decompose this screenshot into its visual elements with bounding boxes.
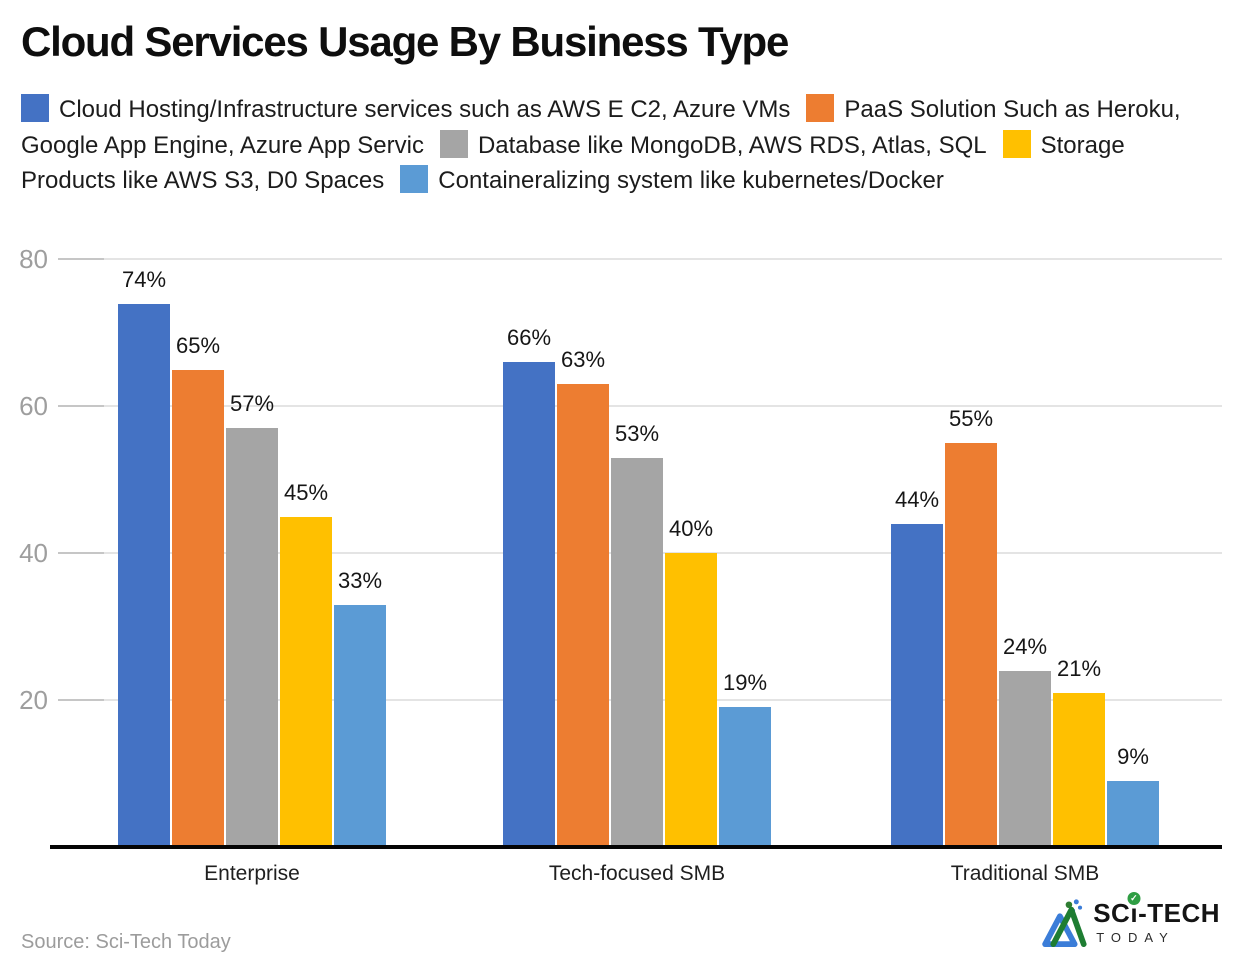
bar-s1-c1: 63% bbox=[557, 347, 609, 847]
logo-subtitle: TODAY bbox=[1096, 930, 1175, 945]
legend: Cloud Hosting/Infrastructure services su… bbox=[21, 92, 1223, 199]
gridline-60 bbox=[58, 405, 1222, 408]
bar-s2-c1: 53% bbox=[611, 421, 663, 847]
bar-value-label: 66% bbox=[506, 325, 552, 351]
brand-logo: SCı ✓ -TECH TODAY bbox=[1041, 892, 1220, 953]
bar-group-2: 44% 55% 24% 21% 9% bbox=[891, 230, 1159, 847]
bar-s1-c0: 65% bbox=[172, 333, 224, 847]
source-text: Source: Sci-Tech Today bbox=[21, 931, 231, 953]
bar-s3-c2: 21% bbox=[1053, 656, 1105, 847]
bar-value-label: 63% bbox=[560, 347, 606, 373]
plot-area: 20 40 60 80 74% 65% 57% 45% 33% Enterprise 66% 63% 5… bbox=[19, 230, 1222, 885]
bar-value-label: 33% bbox=[337, 567, 383, 593]
category-label-1: Tech-focused SMB bbox=[548, 862, 726, 885]
bar-value-label: 55% bbox=[948, 406, 994, 431]
bar-group-0: 74% 65% 57% 45% 33% bbox=[118, 230, 386, 847]
legend-swatch-2 bbox=[439, 129, 468, 158]
logo-text: SCı ✓ -TECH TODAY bbox=[1093, 892, 1220, 945]
bar-value-label: 45% bbox=[283, 479, 329, 505]
legend-label-1: PaaS Solution Such as Heroku, Google App… bbox=[21, 96, 1181, 159]
bar-s0-c2: 44% bbox=[891, 487, 943, 847]
logo-mountain-icon bbox=[1041, 896, 1087, 953]
bar-s0-c1: 66% bbox=[503, 325, 555, 847]
y-tick-label-80: 80 bbox=[19, 244, 48, 275]
legend-swatch-3 bbox=[1002, 129, 1031, 158]
bar-s4-c0: 33% bbox=[334, 568, 386, 847]
page-title: Cloud Services Usage By Business Type bbox=[21, 18, 789, 65]
category-label-2: Traditional SMB bbox=[950, 862, 1100, 885]
bar-s3-c1: 40% bbox=[665, 516, 717, 847]
x-axis-line bbox=[50, 845, 1222, 849]
legend-swatch-0 bbox=[21, 94, 49, 122]
bar-s4-c2: 9% bbox=[1107, 744, 1159, 847]
bar-value-label: 40% bbox=[668, 516, 714, 542]
bar-s1-c2: 55% bbox=[945, 406, 997, 847]
legend-swatch-4 bbox=[400, 165, 429, 193]
legend-label-2: Database like MongoDB, AWS RDS, Atlas, S… bbox=[477, 131, 987, 159]
bar-value-label: 65% bbox=[175, 332, 221, 358]
bar-s2-c2: 24% bbox=[999, 634, 1051, 847]
bar-s4-c1: 19% bbox=[719, 670, 771, 847]
bar-value-label: 53% bbox=[614, 420, 660, 446]
bar-s3-c0: 45% bbox=[280, 480, 332, 847]
logo-wordmark: SCı ✓ -TECH bbox=[1093, 892, 1220, 928]
y-tick-label-20: 20 bbox=[19, 685, 48, 716]
legend-label-0: Cloud Hosting/Infrastructure services su… bbox=[59, 96, 791, 123]
logo-check-icon: ✓ bbox=[1127, 892, 1141, 905]
bar-s0-c0: 74% bbox=[118, 267, 170, 847]
bar-value-label: 74% bbox=[121, 266, 167, 292]
legend-label-3: Storage Products like AWS S3, D0 Spaces bbox=[21, 131, 1125, 195]
bar-value-label: 21% bbox=[1056, 655, 1102, 681]
y-tick-label-60: 60 bbox=[19, 391, 48, 422]
gridline-80 bbox=[58, 258, 1222, 261]
bar-value-label: 19% bbox=[722, 670, 768, 696]
legend-swatch-1 bbox=[806, 94, 835, 122]
bar-group-1: 66% 63% 53% 40% 19% bbox=[503, 230, 771, 847]
bar-s2-c0: 57% bbox=[226, 391, 278, 847]
bar-value-label: 57% bbox=[229, 391, 275, 417]
y-tick-label-40: 40 bbox=[19, 538, 48, 569]
bar-value-label: 24% bbox=[1002, 633, 1048, 659]
bar-value-label: 9% bbox=[1117, 743, 1149, 769]
category-label-0: Enterprise bbox=[204, 862, 300, 885]
bar-value-label: 44% bbox=[894, 486, 940, 512]
legend-label-4: Containeralizing system like kubernetes/… bbox=[438, 167, 944, 194]
